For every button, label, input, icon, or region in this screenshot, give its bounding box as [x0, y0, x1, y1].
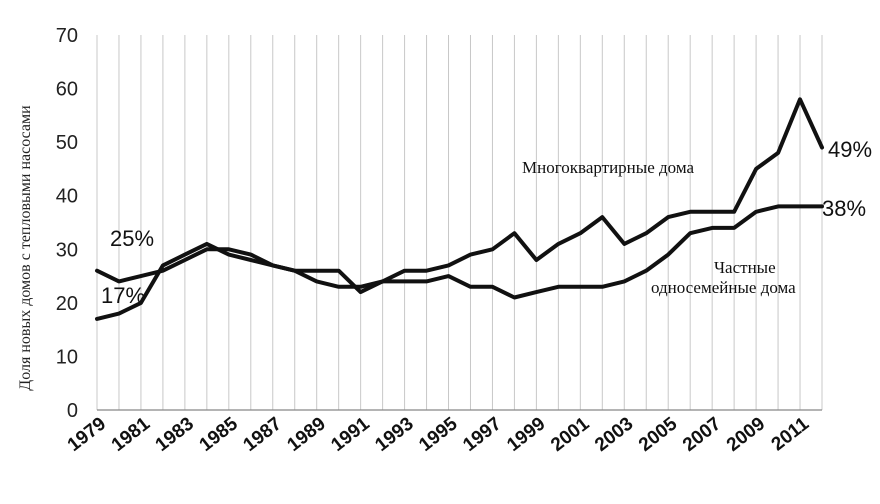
end-label-single-family: 38%	[822, 196, 866, 221]
x-tick-label: 2011	[768, 413, 814, 455]
y-tick-label: 0	[67, 400, 78, 422]
series-lines	[95, 97, 824, 321]
vertical-grid	[96, 35, 823, 410]
end-label-apartments: 49%	[828, 137, 872, 162]
y-axis-label: Доля новых домов с тепловыми насосами	[17, 105, 34, 391]
x-tick-label: 1989	[284, 413, 330, 456]
x-tick-labels: 1979198119831985198719891991199319951997…	[64, 413, 814, 456]
y-tick-label: 10	[56, 346, 78, 368]
x-tick-label: 2005	[635, 413, 682, 456]
series-label-single-family-line1: Частные	[714, 258, 776, 277]
y-tick-label: 20	[56, 293, 78, 315]
x-tick-label: 2007	[679, 413, 725, 456]
y-tick-label: 40	[56, 186, 78, 208]
x-tick-label: 1985	[196, 413, 243, 456]
series-label-apartments: Многоквартирные дома	[522, 158, 694, 177]
start-label-apartments: 17%	[101, 283, 145, 308]
series-label-single-family-line2: односемейные дома	[651, 278, 796, 297]
x-tick-label: 1991	[327, 413, 374, 456]
x-tick-label: 1997	[459, 413, 505, 456]
series-line-single-family	[95, 204, 824, 300]
y-tick-label: 30	[56, 239, 78, 261]
y-tick-label: 70	[56, 25, 78, 47]
x-tick-label: 2003	[591, 413, 637, 456]
x-tick-label: 1983	[152, 413, 198, 456]
x-tick-label: 1987	[240, 413, 286, 456]
y-tick-label: 50	[56, 132, 78, 154]
start-label-single-family: 25%	[110, 226, 154, 251]
x-tick-label: 2001	[547, 413, 594, 456]
x-tick-label: 1993	[371, 413, 417, 456]
x-tick-label: 2009	[723, 413, 769, 456]
x-tick-label: 1999	[503, 413, 549, 456]
y-tick-labels: 0 10 20 30 40 50 60 70	[56, 25, 78, 422]
y-tick-label: 60	[56, 79, 78, 101]
x-tick-label: 1981	[108, 413, 155, 456]
x-tick-label: 1995	[415, 413, 462, 456]
